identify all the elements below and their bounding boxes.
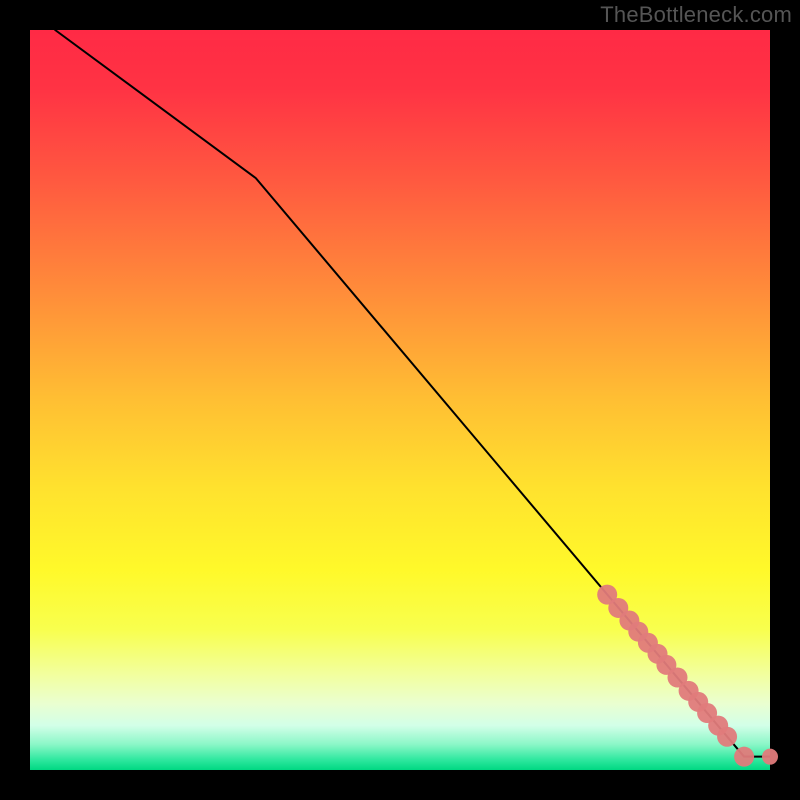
watermark-label: TheBottleneck.com bbox=[600, 2, 792, 28]
data-marker bbox=[734, 747, 754, 767]
chart-svg bbox=[0, 0, 800, 800]
data-marker bbox=[717, 727, 737, 747]
chart-stage: TheBottleneck.com bbox=[0, 0, 800, 800]
data-marker-end bbox=[762, 749, 778, 765]
